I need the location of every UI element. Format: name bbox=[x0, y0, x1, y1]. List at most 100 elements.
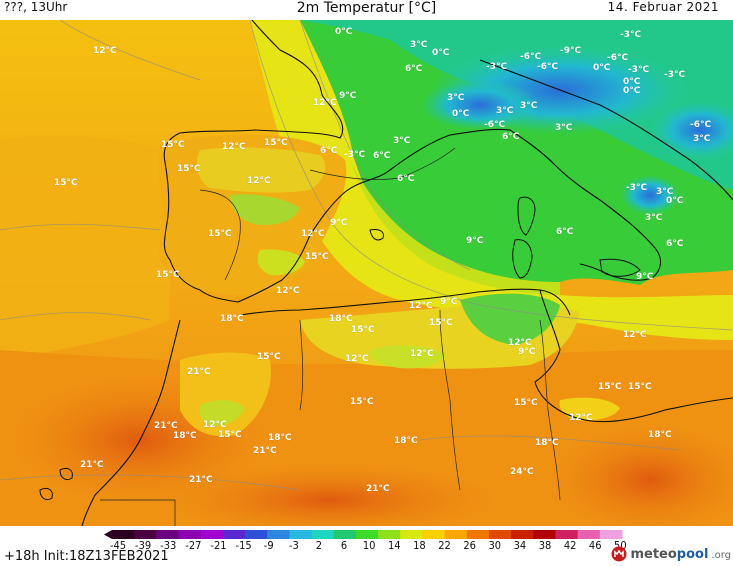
color-scale-segment bbox=[533, 530, 556, 539]
color-scale-segment bbox=[311, 530, 335, 539]
color-scale-segment bbox=[134, 530, 157, 539]
temperature-label: 0°C bbox=[452, 109, 470, 119]
color-scale-segment bbox=[466, 530, 490, 539]
temperature-label: 15°C bbox=[598, 382, 622, 392]
temperature-label: 9°C bbox=[440, 297, 458, 307]
color-scale-tick: 34 bbox=[513, 539, 527, 552]
temperature-label: -9°C bbox=[560, 46, 582, 56]
temperature-label: 24°C bbox=[510, 467, 534, 477]
temperature-label: -6°C bbox=[607, 53, 629, 63]
temperature-label: 18°C bbox=[535, 438, 559, 448]
temperature-label: 3°C bbox=[520, 101, 538, 111]
temperature-label: 15°C bbox=[350, 397, 374, 407]
temperature-label: 3°C bbox=[555, 123, 573, 133]
color-scale-tick: 10 bbox=[362, 539, 376, 552]
color-scale-segment bbox=[378, 530, 401, 539]
temperature-label: 15°C bbox=[514, 398, 538, 408]
color-scale-ticks: -45 -39 -33 -27 -21 -15 -9 -3 2 6 10 14 18 22 26 30 34 38… bbox=[109, 539, 632, 553]
temperature-label: 15°C bbox=[351, 325, 375, 335]
temperature-label: -6°C bbox=[484, 120, 506, 130]
temperature-label: 15°C bbox=[628, 382, 652, 392]
color-scale-segment bbox=[156, 530, 180, 539]
color-scale-tick: 14 bbox=[387, 539, 401, 552]
temperature-label: 9°C bbox=[636, 272, 654, 282]
temperature-label: 6°C bbox=[556, 227, 574, 237]
temperature-label: 12°C bbox=[569, 413, 593, 423]
temperature-label: 21°C bbox=[80, 460, 104, 470]
color-scale-tick: -27 bbox=[185, 539, 202, 552]
temperature-label: 3°C bbox=[693, 134, 711, 144]
temperature-label: 21°C bbox=[366, 484, 390, 494]
brand-accent: pool bbox=[676, 546, 709, 562]
temperature-label: 12°C bbox=[222, 142, 246, 152]
temperature-label: 12°C bbox=[247, 176, 271, 186]
map-background bbox=[0, 20, 733, 526]
temperature-label: 0°C bbox=[593, 63, 611, 73]
temperature-map: 0°C 3°C -3°C 0°C -6°C -9°C -6°C -3°C 12°… bbox=[0, 20, 733, 526]
color-scale-tick: 38 bbox=[538, 539, 552, 552]
color-scale-segment bbox=[577, 530, 601, 539]
temperature-label: 12°C bbox=[203, 420, 227, 430]
temperature-label: 6°C bbox=[373, 151, 391, 161]
color-scale-tick: 2 bbox=[315, 539, 323, 552]
temperature-label: 6°C bbox=[397, 174, 415, 184]
temperature-label: 12°C bbox=[313, 98, 337, 108]
temperature-label: 15°C bbox=[54, 178, 78, 188]
color-scale-segment bbox=[289, 530, 313, 539]
color-scale-tick: -33 bbox=[160, 539, 177, 552]
color-scale-segment bbox=[400, 530, 423, 539]
color-scale-tick: -45 bbox=[109, 539, 127, 552]
temperature-label: 9°C bbox=[330, 218, 348, 228]
temperature-label: -3°C bbox=[664, 70, 686, 80]
color-scale-segment bbox=[444, 530, 468, 539]
color-scale-bar bbox=[104, 530, 623, 539]
color-scale-tick: 18 bbox=[413, 539, 426, 552]
temperature-label: -6°C bbox=[537, 62, 559, 72]
temperature-label: 18°C bbox=[173, 431, 197, 441]
temperature-label: 15°C bbox=[161, 140, 185, 150]
temperature-label: 12°C bbox=[508, 338, 532, 348]
color-scale-segment bbox=[178, 530, 202, 539]
temperature-label: 3°C bbox=[496, 106, 514, 116]
color-scale-tick: -3 bbox=[288, 539, 299, 552]
temperature-label: 21°C bbox=[189, 475, 213, 485]
temperature-label: 3°C bbox=[393, 136, 411, 146]
color-scale-segment bbox=[267, 530, 290, 539]
color-scale-segment bbox=[422, 530, 446, 539]
init-time-label: +18h Init:18Z13FEB2021 bbox=[4, 549, 169, 564]
temperature-label: 15°C bbox=[218, 430, 242, 440]
color-scale-segment bbox=[599, 530, 623, 539]
temperature-label: 12°C bbox=[410, 349, 434, 359]
temperature-label: -3°C bbox=[626, 183, 648, 193]
temperature-label: 6°C bbox=[666, 239, 684, 249]
temperature-label: -6°C bbox=[520, 52, 542, 62]
temperature-label: 9°C bbox=[518, 347, 536, 357]
temperature-label: 15°C bbox=[208, 229, 232, 239]
temperature-label: 15°C bbox=[177, 164, 201, 174]
color-scale-segment bbox=[355, 530, 379, 539]
temperature-label: 21°C bbox=[187, 367, 211, 377]
temperature-label: 15°C bbox=[305, 252, 329, 262]
temperature-label: 12°C bbox=[345, 354, 369, 364]
temperature-label: 12°C bbox=[623, 330, 647, 340]
temperature-label: 0°C bbox=[432, 48, 450, 58]
temperature-label: 12°C bbox=[93, 46, 117, 56]
color-scale-segment bbox=[245, 530, 268, 539]
color-scale-segment bbox=[112, 530, 135, 539]
brand-suffix: .org bbox=[711, 550, 731, 561]
temperature-label: 15°C bbox=[257, 352, 281, 362]
temperature-label: 21°C bbox=[253, 446, 277, 456]
color-scale-tick: -21 bbox=[210, 539, 227, 552]
temperature-label: 15°C bbox=[429, 318, 453, 328]
temperature-label: 18°C bbox=[220, 314, 244, 324]
brand-main: meteo bbox=[630, 546, 677, 562]
footer: -45 -39 -33 -27 -21 -15 -9 -3 2 6 10 14 18 22 26 30 34 38… bbox=[0, 526, 733, 566]
temperature-label: -3°C bbox=[628, 65, 650, 75]
header: ???, 13Uhr 2m Temperatur [°C] 14. Februa… bbox=[0, 0, 733, 20]
brand-name: meteopool bbox=[630, 547, 708, 562]
temperature-label: 3°C bbox=[645, 213, 663, 223]
temperature-label: 6°C bbox=[502, 132, 520, 142]
temperature-label: 3°C bbox=[410, 40, 428, 50]
temperature-label: 18°C bbox=[329, 314, 353, 324]
temperature-label: 12°C bbox=[409, 301, 433, 311]
